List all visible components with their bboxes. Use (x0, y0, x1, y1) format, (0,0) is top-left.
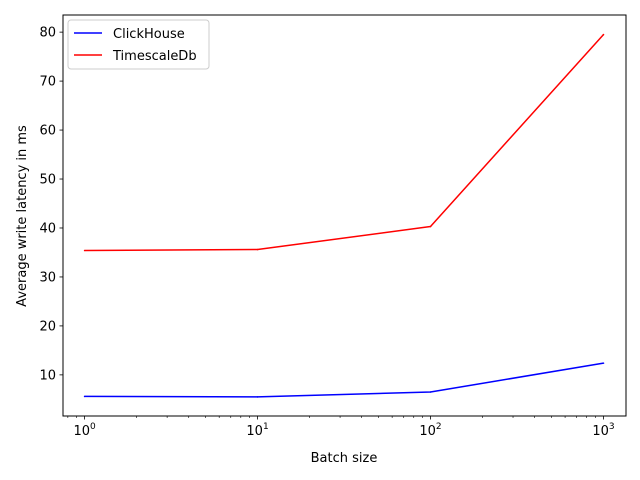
y-tick-label: 40 (39, 221, 56, 236)
data-point-clickhouse-0 (83, 395, 86, 398)
legend-label-timescaledb: TimescaleDb (112, 49, 197, 64)
x-tick-base: 10 (246, 424, 263, 439)
x-tick-label: 102 (419, 422, 441, 439)
x-tick-base: 10 (419, 424, 436, 439)
data-point-clickhouse-2 (429, 391, 432, 393)
x-axis-label: Batch size (311, 451, 378, 466)
y-tick-label: 20 (39, 319, 56, 334)
x-tick-exponent: 3 (609, 422, 615, 432)
data-point-timescaledb-3 (602, 33, 605, 36)
legend-box (67, 19, 210, 70)
x-tick-exponent: 1 (263, 422, 269, 432)
data-point-clickhouse-3 (602, 362, 605, 364)
x-tick-label: 101 (246, 422, 268, 439)
y-axis-label: Average write latency in ms (15, 125, 30, 307)
y-tick-label: 70 (39, 75, 56, 90)
x-tick-base: 10 (73, 424, 90, 439)
series-lines (83, 33, 605, 398)
data-point-timescaledb-2 (429, 225, 432, 228)
x-tick-exponent: 2 (436, 422, 442, 432)
y-tick-label: 30 (39, 270, 56, 285)
data-point-timescaledb-1 (256, 248, 259, 251)
y-tick-label: 60 (39, 124, 56, 139)
y-tick-label: 10 (39, 368, 56, 383)
legend-label-clickhouse: ClickHouse (113, 27, 185, 42)
data-point-timescaledb-0 (83, 249, 86, 252)
data-point-clickhouse-1 (256, 396, 259, 398)
x-tick-exponent: 0 (90, 422, 96, 432)
series-line-clickhouse (84, 362, 604, 398)
legend: ClickHouse TimescaleDb (67, 19, 210, 70)
plot-area-frame (62, 14, 627, 417)
x-tick-base: 10 (592, 424, 609, 439)
series-line-timescaledb (84, 34, 605, 252)
x-tick-label: 103 (592, 422, 614, 439)
x-axis: 100 101 102 103 (67, 416, 615, 439)
y-axis: 10 20 30 40 50 60 70 80 (39, 26, 63, 383)
x-tick-label: 100 (73, 422, 96, 439)
y-tick-label: 50 (39, 173, 56, 188)
y-tick-label: 80 (39, 26, 56, 41)
